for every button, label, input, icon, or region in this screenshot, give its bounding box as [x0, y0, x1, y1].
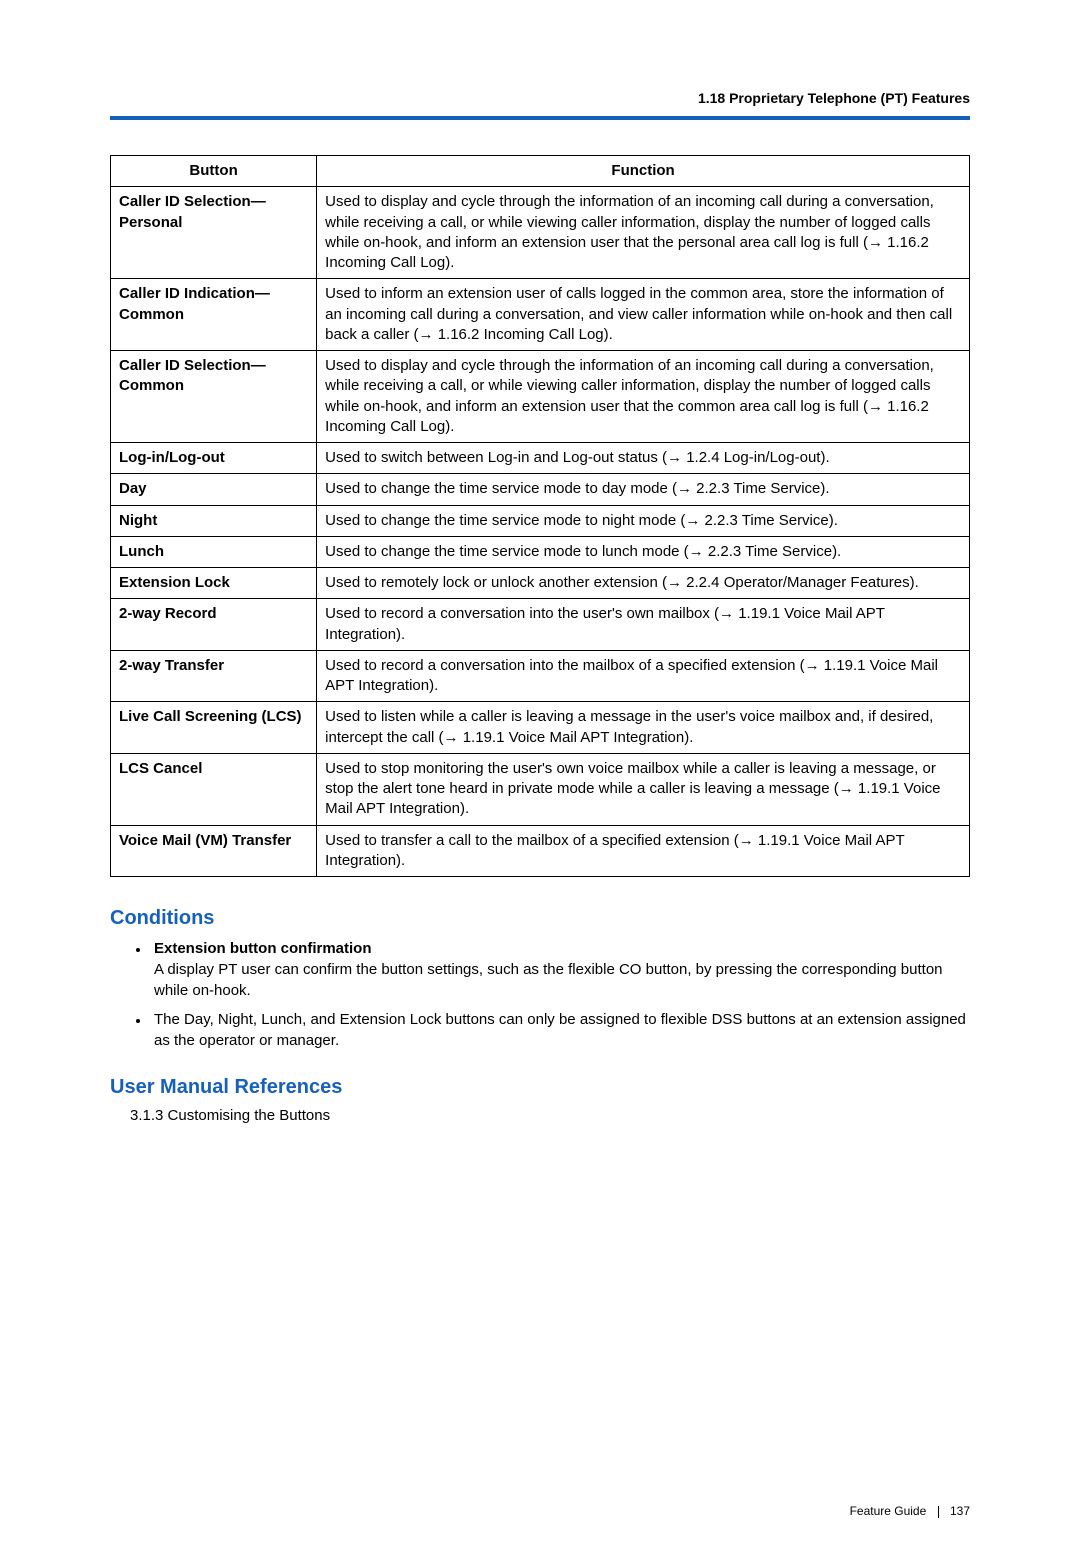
page: 1.18 Proprietary Telephone (PT) Features… — [0, 0, 1080, 1558]
button-name-cell: Caller ID Indication—Common — [111, 279, 317, 351]
page-footer: Feature Guide 137 — [110, 1504, 970, 1518]
condition-body: A display PT user can confirm the button… — [154, 961, 943, 999]
function-cell: Used to stop monitoring the user's own v… — [317, 753, 970, 825]
user-manual-references-heading: User Manual References — [110, 1076, 970, 1099]
umr-line: 3.1.3 Customising the Buttons — [130, 1107, 970, 1124]
table-row: Caller ID Selection—PersonalUsed to disp… — [111, 187, 970, 279]
button-name-cell: 2-way Transfer — [111, 650, 317, 702]
function-cell: Used to display and cycle through the in… — [317, 351, 970, 443]
header-rule — [110, 116, 970, 120]
condition-body: The Day, Night, Lunch, and Extension Loc… — [154, 1011, 966, 1049]
table-row: Extension LockUsed to remotely lock or u… — [111, 568, 970, 599]
col-function: Function — [317, 156, 970, 187]
function-cell: Used to display and cycle through the in… — [317, 187, 970, 279]
table-row: NightUsed to change the time service mod… — [111, 505, 970, 536]
col-button: Button — [111, 156, 317, 187]
function-cell: Used to record a conversation into the u… — [317, 599, 970, 651]
button-name-cell: 2-way Record — [111, 599, 317, 651]
table-row: Voice Mail (VM) TransferUsed to transfer… — [111, 825, 970, 877]
conditions-list: Extension button confirmation A display P… — [110, 938, 970, 1051]
table-row: 2-way TransferUsed to record a conversat… — [111, 650, 970, 702]
footer-separator — [938, 1506, 939, 1518]
function-cell: Used to change the time service mode to … — [317, 474, 970, 505]
function-cell: Used to transfer a call to the mailbox o… — [317, 825, 970, 877]
function-cell: Used to change the time service mode to … — [317, 536, 970, 567]
table-row: DayUsed to change the time service mode … — [111, 474, 970, 505]
function-cell: Used to remotely lock or unlock another … — [317, 568, 970, 599]
function-cell: Used to inform an extension user of call… — [317, 279, 970, 351]
condition-item: Extension button confirmation A display P… — [150, 938, 970, 1001]
button-name-cell: Log-in/Log-out — [111, 443, 317, 474]
table-row: LunchUsed to change the time service mod… — [111, 536, 970, 567]
button-name-cell: Live Call Screening (LCS) — [111, 702, 317, 754]
button-name-cell: Lunch — [111, 536, 317, 567]
table-row: Caller ID Indication—CommonUsed to infor… — [111, 279, 970, 351]
footer-page-number: 137 — [950, 1504, 970, 1518]
table-row: LCS CancelUsed to stop monitoring the us… — [111, 753, 970, 825]
table-row: Live Call Screening (LCS)Used to listen … — [111, 702, 970, 754]
button-name-cell: Night — [111, 505, 317, 536]
button-name-cell: LCS Cancel — [111, 753, 317, 825]
table-header-row: Button Function — [111, 156, 970, 187]
button-name-cell: Caller ID Selection—Personal — [111, 187, 317, 279]
function-cell: Used to listen while a caller is leaving… — [317, 702, 970, 754]
buttons-table: Button Function Caller ID Selection—Pers… — [110, 155, 970, 877]
function-cell: Used to switch between Log-in and Log-ou… — [317, 443, 970, 474]
condition-item: The Day, Night, Lunch, and Extension Loc… — [150, 1009, 970, 1051]
button-name-cell: Day — [111, 474, 317, 505]
button-name-cell: Voice Mail (VM) Transfer — [111, 825, 317, 877]
function-cell: Used to record a conversation into the m… — [317, 650, 970, 702]
button-name-cell: Caller ID Selection—Common — [111, 351, 317, 443]
table-row: 2-way RecordUsed to record a conversatio… — [111, 599, 970, 651]
conditions-heading: Conditions — [110, 907, 970, 930]
table-row: Caller ID Selection—CommonUsed to displa… — [111, 351, 970, 443]
function-cell: Used to change the time service mode to … — [317, 505, 970, 536]
footer-label: Feature Guide — [850, 1504, 927, 1518]
table-row: Log-in/Log-outUsed to switch between Log… — [111, 443, 970, 474]
button-name-cell: Extension Lock — [111, 568, 317, 599]
page-header: 1.18 Proprietary Telephone (PT) Features — [110, 90, 970, 106]
condition-heading: Extension button confirmation — [154, 940, 372, 957]
